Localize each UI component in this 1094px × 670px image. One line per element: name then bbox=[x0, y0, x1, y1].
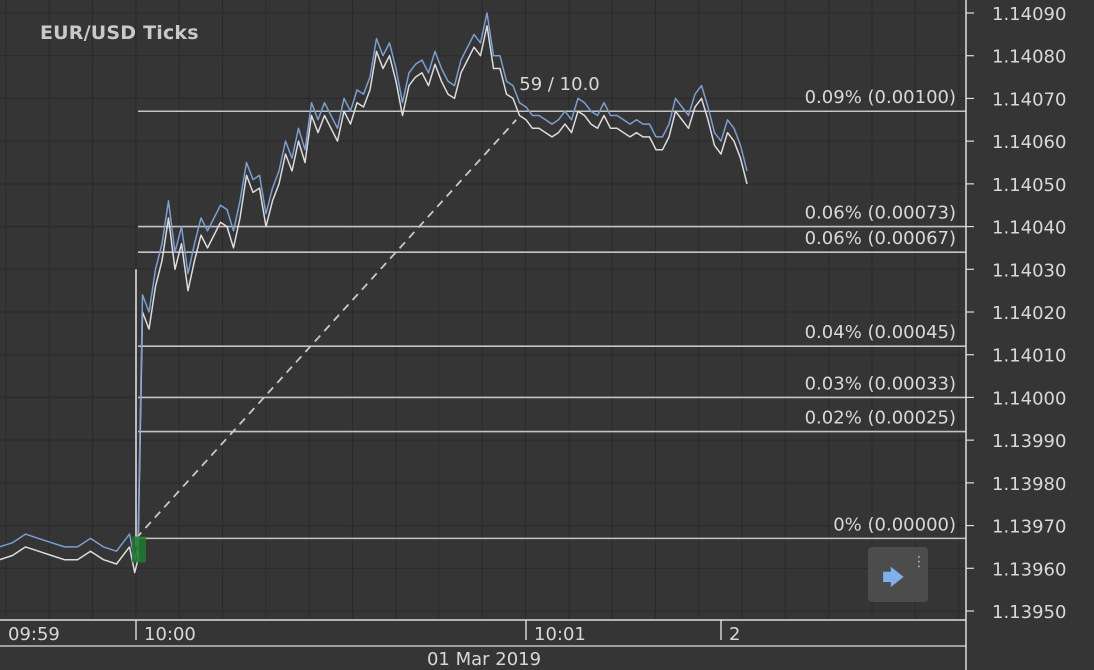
chart-title: EUR/USD Ticks bbox=[40, 22, 199, 44]
series-line-ask bbox=[0, 12, 748, 561]
fib-level-label: 0.06% (0.00073) bbox=[805, 203, 956, 224]
price-tick-label: 1.13970 bbox=[992, 517, 1066, 538]
time-tick-label: 10:00 bbox=[144, 624, 196, 645]
price-tick-label: 1.14070 bbox=[992, 89, 1066, 110]
price-tick-label: 1.14090 bbox=[992, 4, 1066, 25]
fib-level-label: 0.02% (0.00025) bbox=[805, 408, 956, 429]
price-tick-label: 1.14010 bbox=[992, 346, 1066, 367]
price-axis[interactable]: 1.14090 1.14080 1.14070 1.14060 1.14050 1.140… bbox=[965, 0, 1094, 623]
price-tick-label: 1.13980 bbox=[992, 474, 1066, 495]
fib-level-label: 0% (0.00000) bbox=[833, 514, 956, 535]
price-tick-label: 1.13990 bbox=[992, 431, 1066, 452]
price-tick-label: 1.14050 bbox=[992, 175, 1066, 196]
price-tick-label: 1.13960 bbox=[992, 559, 1066, 580]
fibonacci-levels[interactable]: 0.09% (0.00100) 0.06% (0.00073) 0.06% (0.0… bbox=[136, 87, 966, 540]
price-tick-label: 1.14040 bbox=[992, 218, 1066, 239]
time-tick-label: 10:01 bbox=[534, 624, 586, 645]
trendline-tool[interactable]: 59 / 10.0 bbox=[132, 74, 600, 563]
time-axis[interactable]: 09:59 10:00 10:01 2 01 Mar 2019 bbox=[0, 619, 1094, 670]
time-tick-label: 2 bbox=[729, 624, 740, 645]
price-tick-label: 1.14080 bbox=[992, 47, 1066, 68]
price-tick-label: 1.14020 bbox=[992, 303, 1066, 324]
time-tick-label: 09:59 bbox=[8, 624, 60, 645]
series-line-bid bbox=[0, 25, 748, 574]
trend-start-marker[interactable] bbox=[132, 536, 146, 563]
price-series bbox=[0, 12, 748, 574]
price-tick-label: 1.14060 bbox=[992, 132, 1066, 153]
fib-level-label: 0.04% (0.00045) bbox=[805, 322, 956, 343]
scroll-to-latest-button[interactable]: 🡆 ⋮ bbox=[868, 547, 928, 602]
more-vertical-icon: ⋮ bbox=[912, 554, 926, 570]
date-label: 01 Mar 2019 bbox=[427, 649, 541, 670]
fib-level-label: 0.03% (0.00033) bbox=[805, 373, 956, 394]
price-tick-label: 1.13950 bbox=[992, 602, 1066, 623]
trendline-label: 59 / 10.0 bbox=[519, 74, 600, 95]
price-axis-bg bbox=[966, 0, 1094, 620]
arrow-right-icon: 🡆 bbox=[882, 566, 905, 591]
time-axis-bg bbox=[0, 620, 1094, 670]
fib-level-label: 0.06% (0.00067) bbox=[805, 228, 956, 249]
price-tick-label: 1.14030 bbox=[992, 260, 1066, 281]
fib-level-label: 0.09% (0.00100) bbox=[805, 87, 956, 108]
trendline-dashed[interactable] bbox=[135, 119, 517, 539]
price-tick-label: 1.14000 bbox=[992, 388, 1066, 409]
